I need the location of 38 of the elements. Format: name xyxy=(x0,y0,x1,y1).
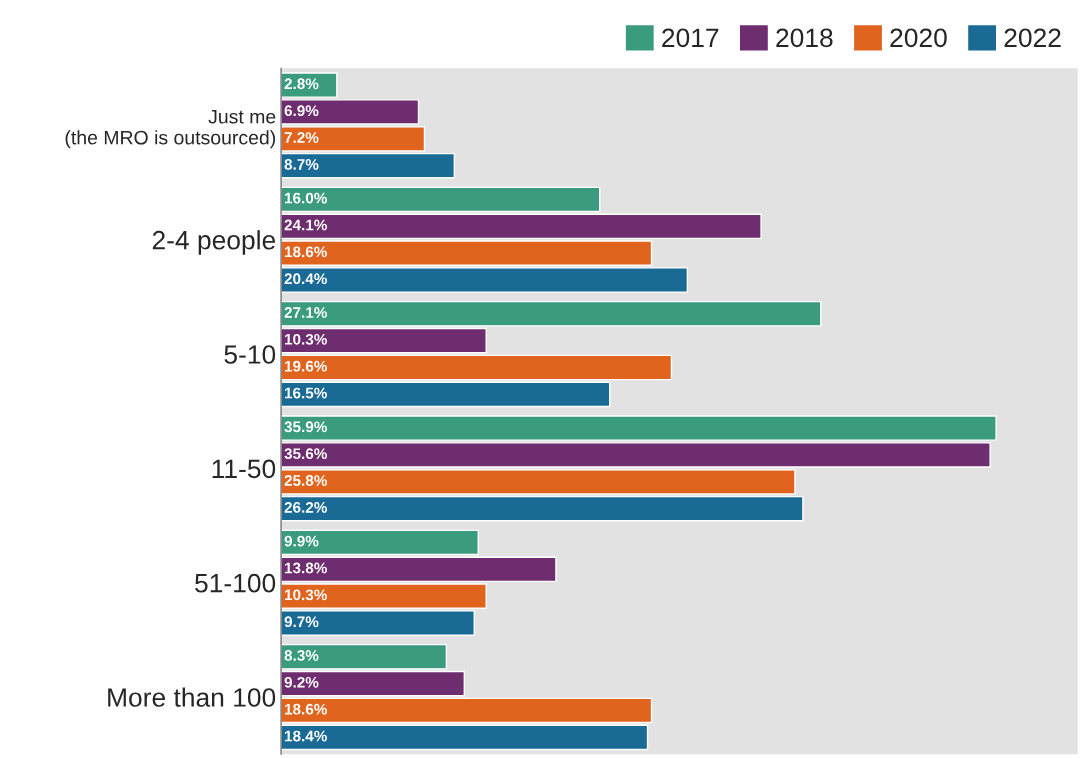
data-label: 8.3% xyxy=(284,650,319,661)
data-label: 20.4% xyxy=(284,273,327,285)
data-label: 27.1% xyxy=(284,307,327,318)
data-label: 18.4% xyxy=(285,730,327,742)
data-label: 10.3% xyxy=(285,589,327,601)
legend-label: 2017 xyxy=(662,28,719,48)
y-tick-label: 11-50 xyxy=(212,459,276,479)
data-label: 35.6% xyxy=(284,448,327,460)
bar xyxy=(281,354,673,381)
bar xyxy=(281,381,611,408)
bar xyxy=(281,724,649,751)
data-label: 25.8% xyxy=(284,475,327,486)
y-tick-label: 5-10 xyxy=(224,345,276,364)
data-label: 24.1% xyxy=(284,219,327,231)
y-tick-label: More than 100 xyxy=(108,687,276,707)
y-tick-label: Just me (the MRO is outsourced) xyxy=(65,109,276,149)
y-tick-label: 51-100 xyxy=(195,573,276,593)
data-label: 9.9% xyxy=(284,535,319,547)
legend-label: 2020 xyxy=(890,28,947,48)
data-label: 2.8% xyxy=(284,78,319,90)
y-tick-label: 2-4 people xyxy=(152,230,276,255)
data-label: 35.9% xyxy=(284,421,327,433)
bar xyxy=(281,697,653,724)
data-label: 9.7% xyxy=(284,616,319,628)
data-label: 19.6% xyxy=(285,360,327,372)
data-label: 18.6% xyxy=(285,703,327,715)
data-label: 16.0% xyxy=(285,192,327,204)
legend-label: 2022 xyxy=(1004,28,1061,48)
data-label: 7.2% xyxy=(284,132,319,143)
legend-label: 2018 xyxy=(776,28,833,48)
data-label: 8.7% xyxy=(284,158,319,170)
data-label: 16.5% xyxy=(285,387,327,399)
data-label: 26.2% xyxy=(284,501,327,513)
data-label: 6.9% xyxy=(284,105,319,117)
data-label: 9.2% xyxy=(284,676,319,688)
data-label: 18.6% xyxy=(285,246,327,258)
data-label: 13.8% xyxy=(285,562,327,574)
data-label: 10.3% xyxy=(285,333,327,345)
